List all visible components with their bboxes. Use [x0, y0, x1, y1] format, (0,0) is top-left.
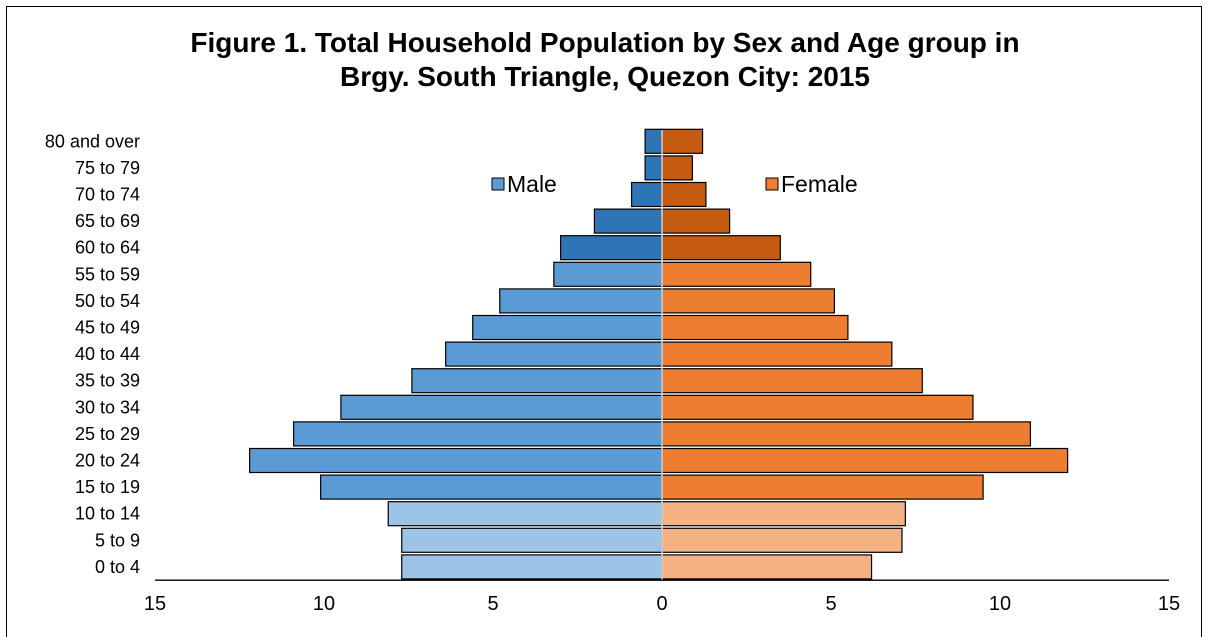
y-tick-label: 75 to 79: [75, 158, 140, 178]
bar-male-15-to-19: [320, 474, 663, 500]
bar-male-80-and-over: [644, 128, 663, 154]
bar-male-35-to-39: [411, 368, 663, 394]
legend-swatch-female: [765, 177, 779, 191]
bar-male-40-to-44: [445, 341, 663, 367]
bar-male-55-to-59: [553, 261, 663, 287]
y-tick-label: 55 to 59: [75, 264, 140, 284]
chart-title-line-2: Brgy. South Triangle, Quezon City: 2015: [339, 61, 871, 92]
y-tick-label: 0 to 4: [95, 557, 140, 577]
bar-female-5-to-9: [661, 527, 903, 553]
bar-female-75-to-79: [661, 155, 694, 181]
y-axis-labels: 0 to 4 5 to 9 10 to 14 15 to 19 20 to 24 25 t…: [45, 131, 140, 577]
y-tick-label: 65 to 69: [75, 211, 140, 231]
bar-male-45-to-49: [472, 314, 663, 341]
y-tick-label: 60 to 64: [75, 238, 140, 258]
bar-female-45-to-49: [661, 314, 849, 341]
x-tick-label: 0: [656, 593, 667, 615]
chart-title: Figure 1. Total Household Population by …: [0, 26, 1210, 94]
bar-female-35-to-39: [661, 368, 923, 394]
y-tick-label: 10 to 14: [75, 504, 140, 524]
x-axis: 15 10 5 0 5 10 15: [144, 579, 1180, 615]
bar-female-20-to-24: [661, 447, 1069, 474]
y-tick-label: 50 to 54: [75, 291, 140, 311]
legend: Male Female: [491, 171, 858, 197]
bar-male-50-to-54: [499, 288, 663, 314]
bar-female-65-to-69: [661, 208, 731, 234]
bar-female-70-to-74: [661, 181, 707, 208]
y-tick-label: 45 to 49: [75, 318, 140, 338]
y-tick-label: 70 to 74: [75, 185, 140, 205]
y-tick-label: 40 to 44: [75, 344, 140, 364]
bar-female-25-to-29: [661, 421, 1032, 447]
chart-title-line-1: Figure 1. Total Household Population by …: [190, 27, 1020, 58]
bar-female-80-and-over: [661, 128, 704, 154]
y-tick-label: 15 to 19: [75, 477, 140, 497]
x-tick-label: 10: [313, 593, 335, 615]
bar-male-70-to-74: [630, 181, 663, 208]
x-tick-label: 15: [1158, 593, 1180, 615]
bar-male-0-to-4: [401, 554, 663, 580]
y-tick-label: 5 to 9: [95, 530, 140, 550]
x-tick-label: 5: [825, 593, 836, 615]
y-tick-label: 25 to 29: [75, 424, 140, 444]
bar-male-20-to-24: [249, 447, 663, 474]
bar-male-75-to-79: [644, 155, 663, 181]
y-tick-label: 80 and over: [45, 131, 140, 151]
x-tick-label: 15: [144, 593, 166, 615]
bar-male-60-to-64: [559, 235, 663, 261]
x-tick-label: 5: [487, 593, 498, 615]
bar-male-10-to-14: [387, 501, 663, 527]
bar-female-10-to-14: [661, 501, 906, 527]
bar-male-30-to-34: [340, 394, 663, 420]
legend-label-male: Male: [507, 171, 557, 197]
y-tick-label: 20 to 24: [75, 451, 140, 471]
chart-frame: [6, 6, 1202, 637]
bar-female-55-to-59: [661, 261, 812, 287]
bar-female-0-to-4: [661, 554, 873, 580]
bar-female-15-to-19: [661, 474, 984, 500]
x-tick-label: 10: [989, 593, 1011, 615]
bar-male-25-to-29: [292, 421, 663, 447]
legend-label-female: Female: [781, 171, 858, 197]
bar-female-40-to-44: [661, 341, 893, 367]
legend-swatch-male: [491, 177, 505, 191]
bar-female-60-to-64: [661, 235, 781, 261]
bar-female-30-to-34: [661, 394, 974, 420]
y-tick-label: 30 to 34: [75, 397, 140, 417]
bar-female-50-to-54: [661, 288, 835, 314]
bars-group: [249, 128, 1069, 581]
y-tick-label: 35 to 39: [75, 371, 140, 391]
bar-male-5-to-9: [401, 527, 663, 553]
bar-male-65-to-69: [593, 208, 663, 234]
